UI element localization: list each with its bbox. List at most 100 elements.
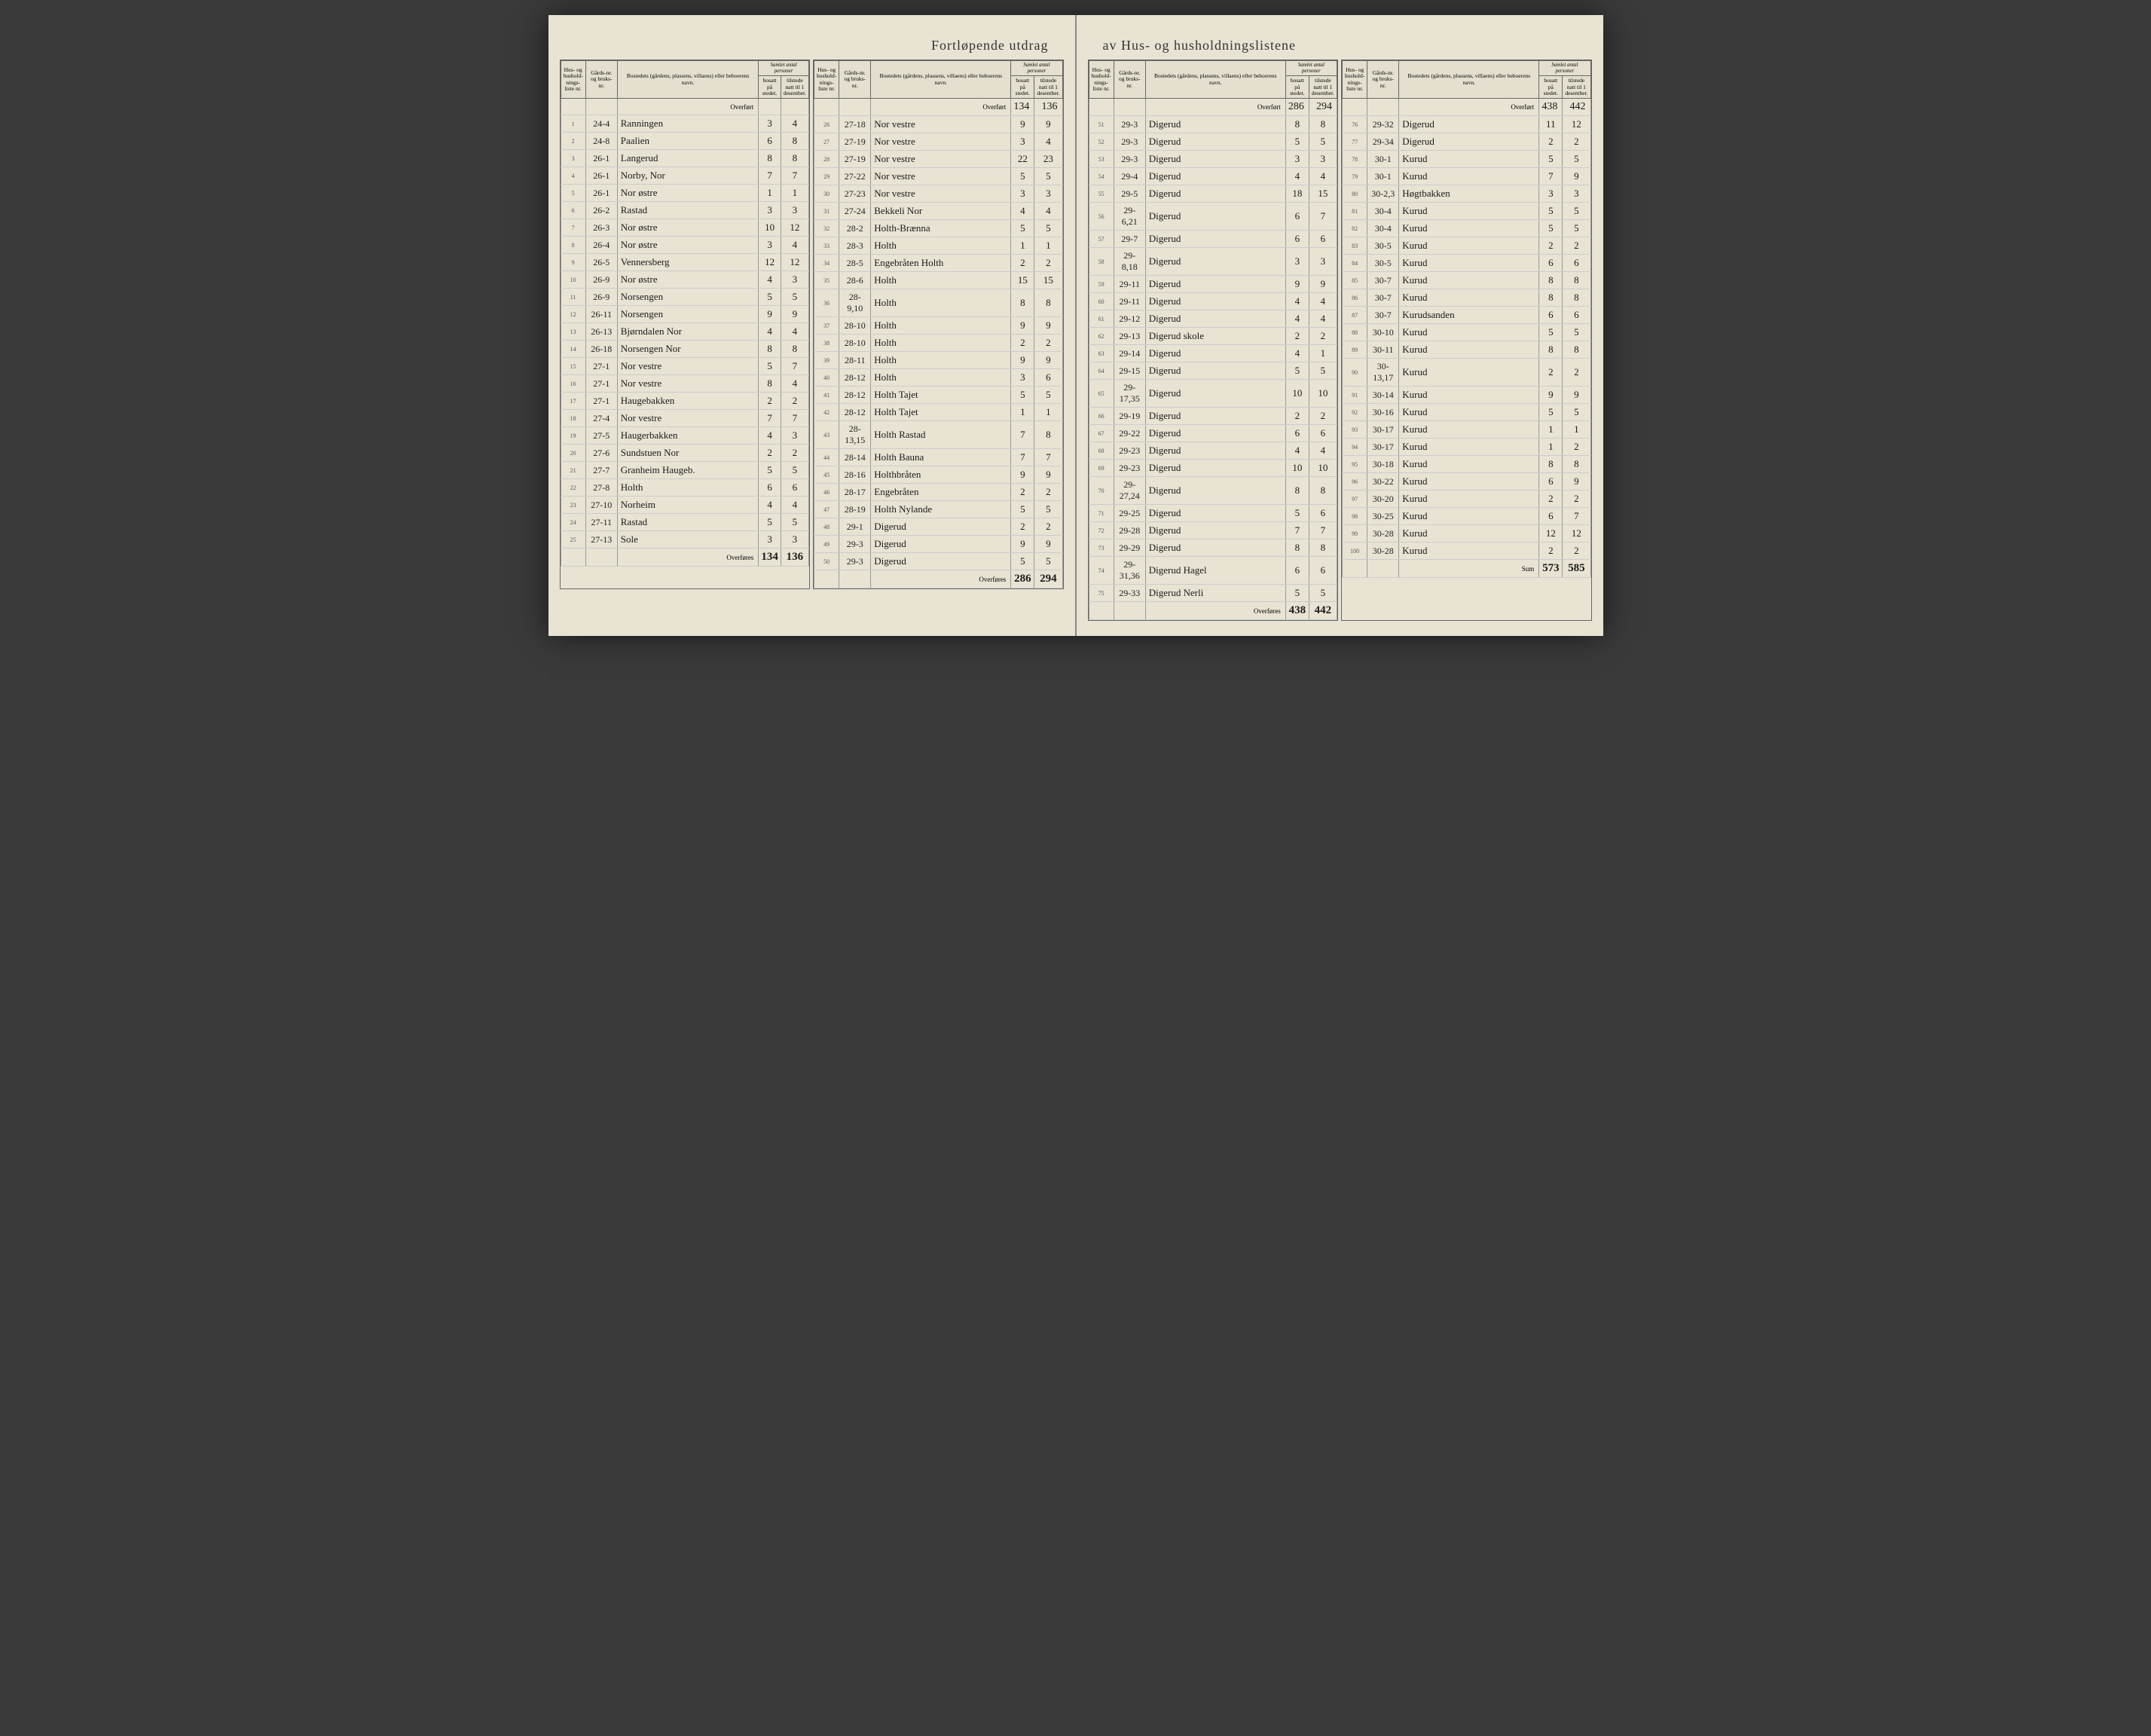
bosted-name: Digerud [1399,116,1539,133]
gaard-nr: 27-13 [585,531,617,549]
row-number: 13 [561,323,585,341]
row-number: 63 [1089,345,1114,362]
row-number: 40 [814,369,839,387]
row-number: 1 [561,115,585,133]
bosted-name: Digerud [1145,380,1285,408]
carry-blank [814,99,839,116]
row-number: 35 [814,272,839,289]
row-number: 20 [561,445,585,462]
gaard-nr: 27-22 [839,168,871,185]
bosted-name: Vennersberg [617,254,759,271]
bosted-name: Kurud [1399,404,1539,421]
table-row: 2727-19Nor vestre34 [814,133,1063,151]
table-row: 5229-3Digerud55 [1089,133,1337,151]
bosatt-value: 5 [1539,220,1563,237]
gaard-nr: 26-9 [585,271,617,289]
overfort-label: Overført [871,99,1011,116]
gaard-nr: 29-34 [1367,133,1399,151]
gaard-nr: 29-13 [1114,328,1145,345]
gaard-nr: 30-28 [1367,542,1399,560]
row-number: 54 [1089,168,1114,185]
table-row: 1326-13Bjørndalen Nor44 [561,323,809,341]
gaard-nr: 30-4 [1367,203,1399,220]
carry-blank [561,549,585,567]
ledger-table: Hus- og hushold-nings-liste nr.Gårds-nr.… [1342,60,1591,578]
bosted-name: Granheim Haugeb. [617,462,759,479]
tilstede-value: 5 [1563,220,1590,237]
table-row: 9330-17Kurud11 [1343,421,1591,439]
bosted-name: Sole [617,531,759,549]
bosatt-value: 5 [1011,168,1034,185]
row-number: 9 [561,254,585,271]
bosted-name: Nor vestre [617,358,759,375]
carry-in-tilstede: 294 [1309,99,1337,116]
gaard-nr: 29-3 [1114,151,1145,168]
gaard-nr: 27-23 [839,185,871,203]
tilstede-value: 8 [1563,456,1590,473]
bosatt-value: 4 [1285,293,1309,310]
tilstede-value: 12 [781,254,808,271]
tilstede-value: 4 [1034,203,1062,220]
bosatt-value: 5 [1539,203,1563,220]
bosatt-value: 7 [759,167,781,185]
tilstede-value: 8 [781,150,808,167]
row-number: 77 [1343,133,1367,151]
table-row: 5629-6,21Digerud67 [1089,203,1337,231]
gaard-nr: 29-27,24 [1114,477,1145,505]
table-row: 7529-33Digerud Nerli55 [1089,585,1337,602]
bosatt-value: 5 [1285,585,1309,602]
bosatt-value: 3 [1539,185,1563,203]
tilstede-value: 2 [1034,518,1062,536]
bosted-name: Norsengen Nor [617,341,759,358]
bosted-name: Digerud [1145,116,1285,133]
tilstede-value: 2 [781,445,808,462]
tilstede-value: 5 [1309,133,1337,151]
gaard-nr: 30-13,17 [1367,359,1399,387]
carry-blank [839,99,871,116]
bosted-name: Norby, Nor [617,167,759,185]
bosted-name: Kurud [1399,439,1539,456]
row-number: 6 [561,202,585,219]
bosted-name: Kurud [1399,456,1539,473]
gaard-nr: 28-2 [839,220,871,237]
tilstede-value: 10 [1309,380,1337,408]
row-number: 66 [1089,408,1114,425]
table-row: 8630-7Kurud88 [1343,289,1591,307]
column-2: Hus- og hushold-nings-liste nr.Gårds-nr.… [813,60,1064,589]
bosted-name: Digerud [1145,151,1285,168]
tilstede-value: 9 [1034,352,1062,369]
table-row: 8030-2,3Høgtbakken33 [1343,185,1591,203]
right-page: av Hus- og husholdningslistene Hus- og h… [1076,15,1603,636]
bosatt-value: 18 [1285,185,1309,203]
gaard-nr: 30-7 [1367,272,1399,289]
tilstede-value: 10 [1309,460,1337,477]
bosted-name: Digerud [1145,408,1285,425]
table-row: 9230-16Kurud55 [1343,404,1591,421]
table-row: 3428-5Engebråten Holth22 [814,255,1063,272]
gaard-nr: 29-28 [1114,522,1145,539]
carry-in-bosatt [759,99,781,115]
row-number: 55 [1089,185,1114,203]
gaard-nr: 29-19 [1114,408,1145,425]
gaard-nr: 30-5 [1367,255,1399,272]
bosted-name: Kurud [1399,341,1539,359]
table-row: 4628-17Engebråten22 [814,484,1063,501]
hdr-gaard: Gårds-nr. og bruks-nr. [839,61,871,99]
bosatt-value: 5 [759,514,781,531]
bosted-name: Digerud [1145,276,1285,293]
gaard-nr: 26-9 [585,289,617,306]
bosted-name: Kurud [1399,387,1539,404]
tilstede-value: 5 [1309,362,1337,380]
tilstede-value: 3 [1309,248,1337,276]
tilstede-value: 6 [1563,255,1590,272]
tilstede-value: 8 [1563,289,1590,307]
hdr-hus: Hus- og hushold-nings-liste nr. [1089,61,1114,99]
row-number: 50 [814,553,839,570]
bosatt-value: 5 [1011,387,1034,404]
bosted-name: Norsengen [617,306,759,323]
table-row: 9830-25Kurud67 [1343,508,1591,525]
bosatt-value: 6 [1539,255,1563,272]
gaard-nr: 30-20 [1367,491,1399,508]
tilstede-value: 5 [1034,501,1062,518]
tilstede-value: 2 [781,393,808,410]
